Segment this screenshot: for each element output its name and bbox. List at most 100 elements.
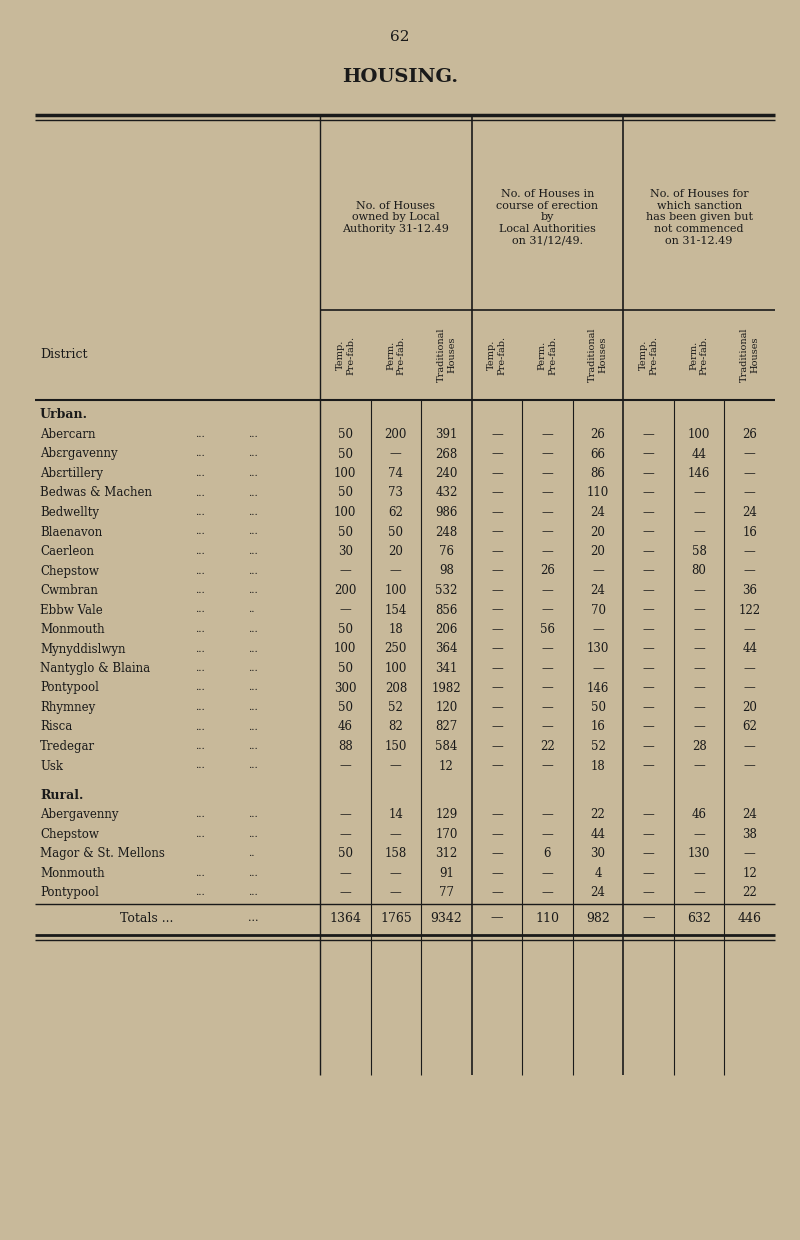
Text: 4: 4 <box>594 867 602 879</box>
Text: —: — <box>744 564 755 578</box>
Text: 12: 12 <box>742 867 757 879</box>
Text: —: — <box>390 887 402 899</box>
Text: —: — <box>339 759 351 773</box>
Text: —: — <box>491 622 503 636</box>
Text: —: — <box>642 486 654 500</box>
Text: ..: .. <box>248 605 254 615</box>
Text: —: — <box>339 604 351 616</box>
Text: 18: 18 <box>389 622 403 636</box>
Text: Traditional
Houses: Traditional Houses <box>740 327 759 382</box>
Text: Mynyddislwyn: Mynyddislwyn <box>40 642 126 656</box>
Text: 88: 88 <box>338 740 353 753</box>
Text: 170: 170 <box>435 828 458 841</box>
Text: Abercarn: Abercarn <box>40 428 95 441</box>
Text: ...: ... <box>195 489 205 497</box>
Text: —: — <box>542 506 554 520</box>
Text: 110: 110 <box>587 486 609 500</box>
Text: 44: 44 <box>590 828 606 841</box>
Text: ...: ... <box>195 645 205 653</box>
Text: —: — <box>694 642 705 656</box>
Text: —: — <box>542 467 554 480</box>
Text: —: — <box>744 847 755 861</box>
Text: 91: 91 <box>439 867 454 879</box>
Text: 206: 206 <box>435 622 458 636</box>
Text: —: — <box>592 564 604 578</box>
Text: 70: 70 <box>590 604 606 616</box>
Text: Temp.
Pre-fab.: Temp. Pre-fab. <box>335 336 355 374</box>
Text: 130: 130 <box>688 847 710 861</box>
Text: —: — <box>542 828 554 841</box>
Text: —: — <box>642 428 654 441</box>
Text: 30: 30 <box>338 546 353 558</box>
Text: —: — <box>491 808 503 821</box>
Text: —: — <box>491 701 503 714</box>
Text: ...: ... <box>195 547 205 556</box>
Text: 100: 100 <box>385 662 407 675</box>
Text: —: — <box>339 828 351 841</box>
Text: —: — <box>491 828 503 841</box>
Text: 22: 22 <box>590 808 606 821</box>
Text: 26: 26 <box>540 564 555 578</box>
Text: —: — <box>744 486 755 500</box>
Text: —: — <box>642 662 654 675</box>
Text: 391: 391 <box>435 428 458 441</box>
Text: —: — <box>694 828 705 841</box>
Text: 16: 16 <box>590 720 606 734</box>
Text: HOUSING.: HOUSING. <box>342 68 458 86</box>
Text: 584: 584 <box>435 740 458 753</box>
Text: ...: ... <box>195 703 205 712</box>
Text: —: — <box>744 467 755 480</box>
Text: 986: 986 <box>435 506 458 520</box>
Text: —: — <box>542 662 554 675</box>
Text: Blaenavon: Blaenavon <box>40 526 102 538</box>
Text: 24: 24 <box>742 808 757 821</box>
Text: 268: 268 <box>435 448 458 460</box>
Text: 77: 77 <box>439 887 454 899</box>
Text: ...: ... <box>248 869 258 878</box>
Text: ...: ... <box>248 703 258 712</box>
Text: Pontypool: Pontypool <box>40 682 99 694</box>
Text: —: — <box>642 847 654 861</box>
Text: 44: 44 <box>692 448 706 460</box>
Text: Ebbw Vale: Ebbw Vale <box>40 604 102 616</box>
Text: —: — <box>491 887 503 899</box>
Text: 50: 50 <box>338 701 353 714</box>
Text: Abergavenny: Abergavenny <box>40 808 118 821</box>
Text: —: — <box>390 564 402 578</box>
Text: ...: ... <box>195 869 205 878</box>
Text: 52: 52 <box>388 701 403 714</box>
Text: ...: ... <box>248 645 258 653</box>
Text: —: — <box>694 867 705 879</box>
Text: 24: 24 <box>590 887 606 899</box>
Text: 50: 50 <box>338 662 353 675</box>
Text: —: — <box>542 887 554 899</box>
Text: —: — <box>744 759 755 773</box>
Text: ...: ... <box>195 761 205 770</box>
Text: —: — <box>491 662 503 675</box>
Text: —: — <box>542 682 554 694</box>
Text: Monmouth: Monmouth <box>40 867 105 879</box>
Text: ...: ... <box>195 430 205 439</box>
Text: Temp.
Pre-fab.: Temp. Pre-fab. <box>639 336 658 374</box>
Text: —: — <box>744 622 755 636</box>
Text: 364: 364 <box>435 642 458 656</box>
Text: 18: 18 <box>590 759 606 773</box>
Text: ...: ... <box>248 625 258 634</box>
Text: 50: 50 <box>590 701 606 714</box>
Text: —: — <box>642 448 654 460</box>
Text: 432: 432 <box>435 486 458 500</box>
Text: —: — <box>490 911 503 925</box>
Text: Urban.: Urban. <box>40 408 88 422</box>
Text: —: — <box>491 867 503 879</box>
Text: 26: 26 <box>742 428 757 441</box>
Text: —: — <box>339 808 351 821</box>
Text: —: — <box>542 808 554 821</box>
Text: 248: 248 <box>435 526 458 538</box>
Text: 24: 24 <box>742 506 757 520</box>
Text: Monmouth: Monmouth <box>40 622 105 636</box>
Text: 100: 100 <box>334 467 357 480</box>
Text: Pontypool: Pontypool <box>40 887 99 899</box>
Text: 50: 50 <box>338 622 353 636</box>
Text: 250: 250 <box>385 642 407 656</box>
Text: ...: ... <box>195 663 205 673</box>
